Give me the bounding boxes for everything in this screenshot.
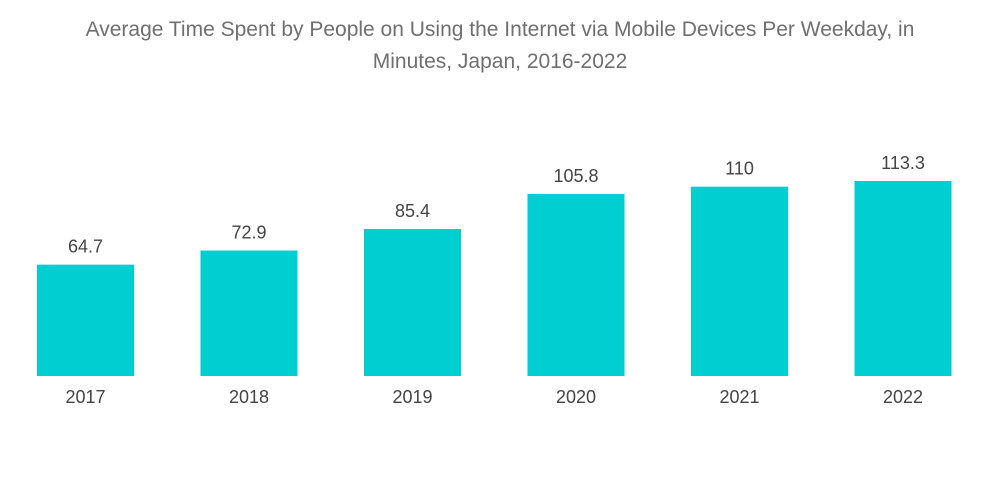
bar-value-label-2021: 110 bbox=[725, 159, 754, 179]
bar-2018 bbox=[200, 250, 298, 376]
x-axis-tick-labels: 2017 2018 2019 2020 2021 2022 bbox=[65, 387, 923, 407]
chart-title: Average Time Spent by People on Using th… bbox=[0, 14, 1000, 78]
chart-title-line-2: Minutes, Japan, 2016-2022 bbox=[372, 50, 628, 73]
bar-value-label-2020: 105.8 bbox=[553, 166, 598, 186]
bar-2019 bbox=[364, 229, 461, 376]
x-tick-label-2019: 2019 bbox=[392, 387, 432, 407]
bar-2017 bbox=[37, 264, 134, 376]
bar-2022 bbox=[854, 181, 952, 376]
x-tick-label-2022: 2022 bbox=[883, 387, 923, 407]
x-tick-label-2018: 2018 bbox=[229, 387, 269, 407]
x-tick-label-2020: 2020 bbox=[556, 387, 596, 407]
x-tick-label-2021: 2021 bbox=[719, 387, 759, 407]
bars-group bbox=[37, 181, 952, 376]
bar-value-label-2022: 113.3 bbox=[881, 153, 925, 173]
bar-value-label-2019: 85.4 bbox=[395, 201, 430, 221]
bar-2020 bbox=[527, 193, 625, 376]
bar-value-label-2018: 72.9 bbox=[231, 223, 266, 243]
value-labels-group: 64.7 72.9 85.4 105.8 110 113.3 bbox=[68, 153, 925, 257]
bar-value-label-2017: 64.7 bbox=[68, 237, 103, 257]
x-tick-label-2017: 2017 bbox=[65, 387, 105, 407]
bar-2021 bbox=[691, 186, 788, 376]
chart-title-line-1: Average Time Spent by People on Using th… bbox=[85, 18, 915, 41]
